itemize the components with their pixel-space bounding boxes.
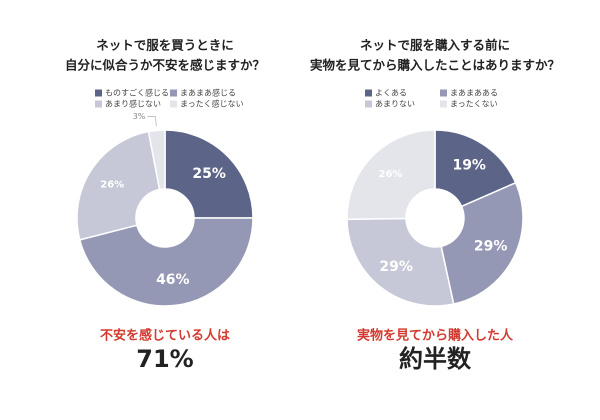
legend-label: あまり感じない — [105, 99, 161, 109]
slice-label: 25% — [192, 166, 226, 182]
summary-text: 実物を見てから購入した人 — [357, 328, 514, 344]
legend-label: ものすごく感じる — [105, 88, 169, 98]
legend-label: まあまあ感じる — [180, 88, 236, 98]
legend-swatch — [365, 89, 372, 97]
donut-slice — [78, 217, 254, 307]
slice-label: 26% — [100, 180, 124, 191]
slice-label: 29% — [379, 259, 413, 275]
slice-label: 29% — [474, 238, 508, 254]
chart-title: 自分に似合うか不安を感じますか？ — [65, 58, 265, 73]
legend-label: まあまあある — [450, 89, 498, 98]
donut-slice — [147, 129, 166, 191]
chart-title: ネットで服を買うときに — [96, 38, 234, 53]
legend-swatch — [440, 100, 447, 108]
legend-swatch — [440, 89, 447, 97]
slice-label: 46% — [156, 272, 190, 288]
donut-slice — [346, 129, 436, 221]
leader-line — [147, 116, 157, 127]
donut-slice — [346, 217, 455, 307]
slice-label: 19% — [452, 158, 486, 174]
summary-value: 71% — [136, 345, 193, 373]
legend-swatch — [170, 89, 177, 97]
slice-label: 3% — [133, 112, 146, 121]
legend-label: あまりない — [375, 100, 415, 109]
donut-slice — [434, 129, 517, 208]
legend-swatch — [95, 100, 102, 108]
legend-label: よくある — [375, 89, 407, 98]
donut-slice — [164, 129, 254, 219]
legend-swatch — [95, 89, 102, 97]
legend-swatch — [365, 100, 372, 108]
chart-title: 実物を見てから購入したことはありますか？ — [310, 58, 560, 73]
chart-title: ネットで服を購入する前に — [360, 38, 510, 53]
donut-slice — [76, 130, 161, 241]
summary-value: 約半数 — [399, 345, 472, 373]
legend-label: まったく感じない — [180, 99, 244, 109]
legend-swatch — [170, 100, 177, 108]
donut-slice — [440, 181, 524, 305]
summary-text: 不安を感じている人は — [100, 328, 230, 344]
legend-label: まったくない — [450, 100, 498, 109]
slice-label: 26% — [379, 169, 403, 180]
